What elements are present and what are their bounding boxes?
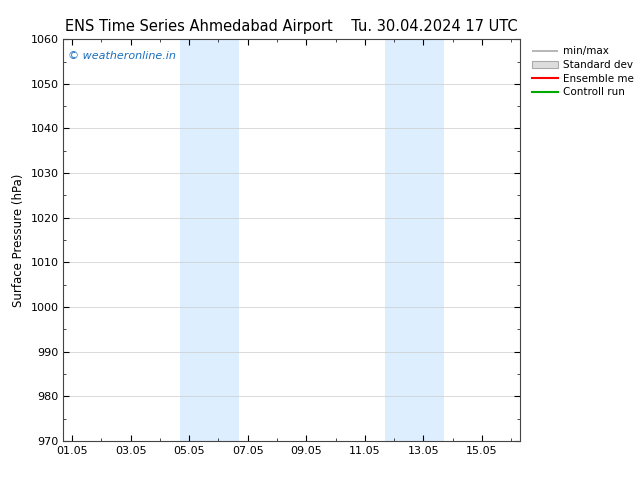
- Bar: [385, 39, 444, 441]
- Title: ENS Time Series Ahmedabad Airport    Tu. 30.04.2024 17 UTC: ENS Time Series Ahmedabad Airport Tu. 30…: [65, 19, 518, 34]
- Y-axis label: Surface Pressure (hPa): Surface Pressure (hPa): [12, 173, 25, 307]
- Legend: min/max, Standard deviation, Ensemble mean run, Controll run: min/max, Standard deviation, Ensemble me…: [529, 45, 634, 99]
- Text: © weatheronline.in: © weatheronline.in: [68, 51, 176, 61]
- Bar: [181, 39, 239, 441]
